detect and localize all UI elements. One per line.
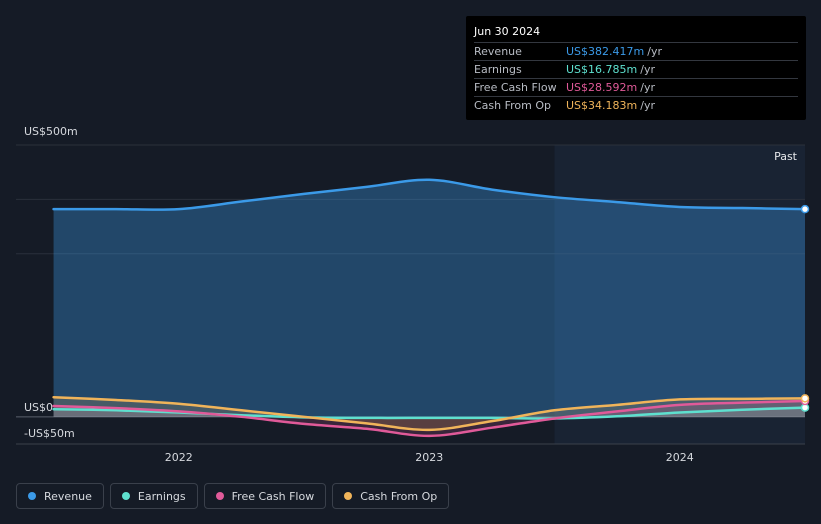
tooltip-value: US$16.785m — [566, 63, 638, 76]
tooltip-unit: /yr — [647, 45, 662, 58]
legend-item-earnings[interactable]: Earnings — [109, 483, 198, 509]
y-axis-labels: US$500m US$0 -US$50m — [24, 125, 78, 440]
tooltip-row-earnings: Earnings US$16.785m /yr — [474, 60, 798, 78]
tooltip-row-revenue: Revenue US$382.417m /yr — [474, 42, 798, 60]
tooltip-value: US$34.183m — [566, 99, 638, 112]
legend-item-revenue[interactable]: Revenue — [16, 483, 104, 509]
legend-dot-icon — [344, 492, 353, 500]
x-tick-label: 2024 — [666, 451, 694, 464]
tooltip-date: Jun 30 2024 — [474, 25, 541, 38]
x-tick-label: 2022 — [165, 451, 193, 464]
tooltip-value: US$382.417m — [566, 45, 645, 58]
chart-legend: Revenue Earnings Free Cash Flow Cash Fro… — [16, 483, 450, 509]
tooltip-unit: /yr — [640, 99, 655, 112]
y-tick-label: -US$50m — [24, 427, 75, 440]
tooltip-unit: /yr — [640, 63, 655, 76]
legend-dot-icon — [28, 492, 36, 500]
tooltip-panel: Jun 30 2024 Revenue US$382.417m /yr Earn… — [466, 16, 806, 120]
endpoint-cash-from-op[interactable] — [800, 394, 810, 403]
legend-dot-icon — [215, 492, 224, 500]
tooltip-label: Cash From Op — [474, 99, 552, 112]
legend-label: Free Cash Flow — [231, 489, 315, 503]
series-areas — [53, 179, 806, 436]
legend-item-cash-from-op[interactable]: Cash From Op — [332, 483, 450, 509]
legend-label: Earnings — [137, 489, 186, 503]
y-tick-label: US$500m — [24, 125, 78, 138]
line-revenue — [52, 178, 807, 211]
series-lines — [52, 178, 807, 438]
legend-item-free-cash-flow[interactable]: Free Cash Flow — [203, 483, 327, 509]
series-endpoints — [800, 204, 810, 412]
legend-label: Revenue — [44, 489, 92, 503]
x-tick-label: 2023 — [415, 451, 443, 464]
legend-dot-icon — [121, 492, 130, 500]
line-cash-from-op — [52, 395, 807, 432]
tooltip-row-free-cash-flow: Free Cash Flow US$28.592m /yr — [474, 78, 798, 96]
past-region-band — [554, 145, 805, 444]
endpoint-revenue[interactable] — [800, 204, 810, 214]
x-axis-labels: 2022 2023 2024 — [165, 451, 694, 464]
past-label: Past — [774, 150, 798, 163]
tooltip-label: Revenue — [474, 45, 522, 58]
line-free-cash-flow — [52, 399, 807, 438]
tooltip-unit: /yr — [640, 81, 655, 94]
y-tick-label: US$0 — [24, 401, 53, 414]
legend-label: Cash From Op — [360, 489, 438, 503]
tooltip-value: US$28.592m — [566, 81, 638, 94]
area-revenue — [53, 179, 806, 417]
tooltip-label: Free Cash Flow — [474, 81, 557, 94]
tooltip-label: Earnings — [474, 63, 522, 76]
tooltip-row-cash-from-op: Cash From Op US$34.183m /yr — [474, 96, 798, 114]
